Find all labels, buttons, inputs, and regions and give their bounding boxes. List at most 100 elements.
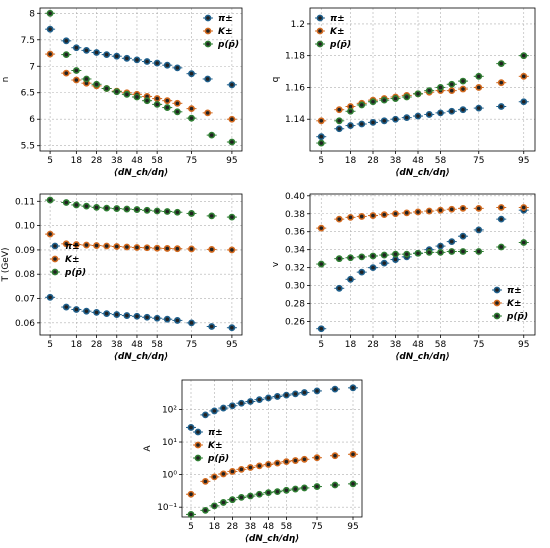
data-point bbox=[459, 204, 467, 212]
plot-frame bbox=[39, 193, 243, 336]
data-point bbox=[437, 84, 444, 91]
data-point bbox=[143, 313, 151, 321]
x-tick-label: 58 bbox=[151, 156, 163, 166]
data-point bbox=[291, 485, 299, 493]
data-point bbox=[255, 462, 263, 470]
x-tick-label: 38 bbox=[390, 156, 402, 166]
data-point bbox=[83, 307, 90, 315]
data-point bbox=[459, 85, 467, 93]
legend-label: p(p̄) bbox=[506, 312, 528, 322]
legend-marker bbox=[194, 441, 202, 449]
data-point bbox=[313, 387, 321, 395]
data-point bbox=[237, 493, 245, 501]
data-point bbox=[62, 37, 70, 45]
data-point bbox=[113, 88, 121, 96]
data-point bbox=[425, 87, 433, 95]
y-tick-label: 0.10 bbox=[15, 222, 35, 232]
x-tick-label: 95 bbox=[347, 522, 358, 532]
data-point bbox=[153, 244, 161, 252]
series-K bbox=[186, 450, 358, 498]
x-tick-label: 58 bbox=[435, 340, 447, 350]
legend-marker bbox=[493, 286, 501, 294]
legend-marker bbox=[51, 268, 59, 276]
y-tick-label: 0.36 bbox=[285, 228, 305, 238]
data-point bbox=[72, 306, 80, 313]
x-tick-label: 58 bbox=[435, 156, 447, 166]
data-point bbox=[291, 390, 299, 398]
x-tick-label: 18 bbox=[71, 340, 83, 350]
data-point bbox=[123, 90, 131, 98]
data-point bbox=[188, 114, 195, 122]
data-point bbox=[358, 268, 366, 276]
data-point bbox=[173, 99, 181, 107]
data-point bbox=[497, 103, 505, 110]
data-point bbox=[188, 245, 195, 253]
data-point bbox=[459, 106, 467, 114]
series-pi bbox=[45, 25, 237, 89]
data-point bbox=[347, 107, 354, 115]
x-tick-label: 38 bbox=[390, 340, 402, 350]
data-point bbox=[347, 122, 354, 129]
x-axis-label: ⟨dN_ch/dη⟩ bbox=[114, 352, 169, 362]
data-point bbox=[153, 314, 161, 322]
y-axis-label: n bbox=[1, 77, 11, 83]
data-point bbox=[228, 468, 236, 475]
data-point bbox=[62, 303, 70, 311]
legend: π± K± p(p̄) bbox=[315, 14, 351, 50]
data-point bbox=[219, 404, 227, 412]
y-tick-label: 1.2 bbox=[291, 20, 305, 30]
legend-marker bbox=[316, 27, 324, 35]
data-point bbox=[163, 315, 171, 323]
data-point bbox=[331, 452, 339, 460]
data-point bbox=[228, 496, 236, 504]
series-K bbox=[316, 204, 529, 232]
data-point bbox=[201, 477, 209, 485]
data-point bbox=[349, 450, 357, 458]
data-point bbox=[173, 108, 181, 116]
data-point bbox=[133, 206, 141, 213]
x-tick-label: 95 bbox=[226, 340, 237, 350]
data-point bbox=[448, 80, 456, 88]
x-tick-label: 48 bbox=[263, 522, 275, 532]
data-point bbox=[369, 119, 377, 126]
data-point bbox=[163, 104, 171, 111]
legend-marker bbox=[316, 14, 324, 22]
data-point bbox=[93, 49, 100, 56]
x-tick-label: 58 bbox=[151, 340, 163, 350]
data-point bbox=[173, 208, 181, 216]
data-point bbox=[459, 77, 467, 85]
data-point bbox=[282, 486, 290, 494]
data-point bbox=[143, 97, 151, 105]
x-tick-label: 75 bbox=[473, 340, 484, 350]
data-point bbox=[273, 459, 281, 467]
data-point bbox=[520, 52, 528, 60]
y-tick-label: 0.08 bbox=[15, 270, 35, 280]
data-point bbox=[208, 131, 216, 139]
data-point bbox=[83, 241, 90, 249]
data-point bbox=[113, 205, 121, 212]
data-point bbox=[143, 244, 151, 252]
data-point bbox=[163, 61, 171, 69]
y-tick-label: 10⁻¹ bbox=[157, 503, 177, 513]
data-point bbox=[143, 206, 151, 214]
legend-label: π± bbox=[330, 14, 345, 24]
data-point bbox=[403, 114, 411, 122]
x-tick-label: 75 bbox=[186, 340, 197, 350]
data-point bbox=[358, 253, 366, 261]
legend-label: p(p̄) bbox=[329, 40, 351, 50]
x-tick-label: 18 bbox=[71, 156, 83, 166]
data-point bbox=[520, 72, 528, 80]
data-point bbox=[153, 100, 161, 108]
legend-marker bbox=[194, 454, 202, 462]
x-tick-label: 38 bbox=[245, 522, 257, 532]
y-tick-label: 0.38 bbox=[285, 210, 305, 220]
data-point bbox=[380, 117, 388, 125]
data-point bbox=[228, 81, 236, 89]
data-point bbox=[313, 454, 321, 462]
data-point bbox=[173, 245, 181, 253]
data-point bbox=[228, 246, 236, 254]
data-point bbox=[153, 95, 161, 102]
data-point bbox=[133, 56, 141, 64]
x-tick-label: 28 bbox=[91, 340, 103, 350]
data-point bbox=[414, 249, 422, 257]
